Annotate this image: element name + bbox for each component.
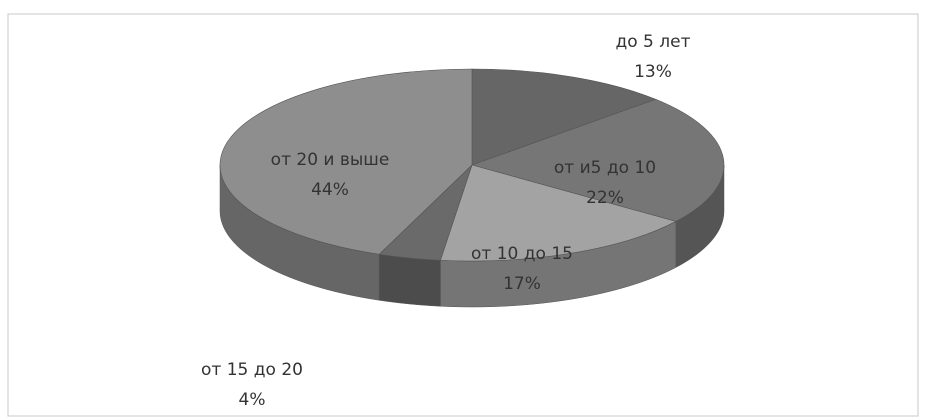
slice-label: от 10 до 15 xyxy=(471,244,573,264)
slice xyxy=(471,98,725,222)
slice-label: от и5 до 10 xyxy=(554,158,656,178)
slice-value-label: 17% xyxy=(503,274,541,294)
slice xyxy=(471,68,657,166)
slice-value-label: 13% xyxy=(634,62,672,82)
slice-value-label: 4% xyxy=(239,390,266,410)
slice-label: от 15 до 20 xyxy=(201,360,303,380)
slice xyxy=(219,68,473,255)
slice-side xyxy=(378,253,441,307)
slice-value-label: 22% xyxy=(586,188,624,208)
slice-label: от 20 и выше xyxy=(271,150,390,170)
slice-value-label: 44% xyxy=(311,180,349,200)
slice-label: до 5 лет xyxy=(615,32,690,52)
slice xyxy=(440,164,677,262)
